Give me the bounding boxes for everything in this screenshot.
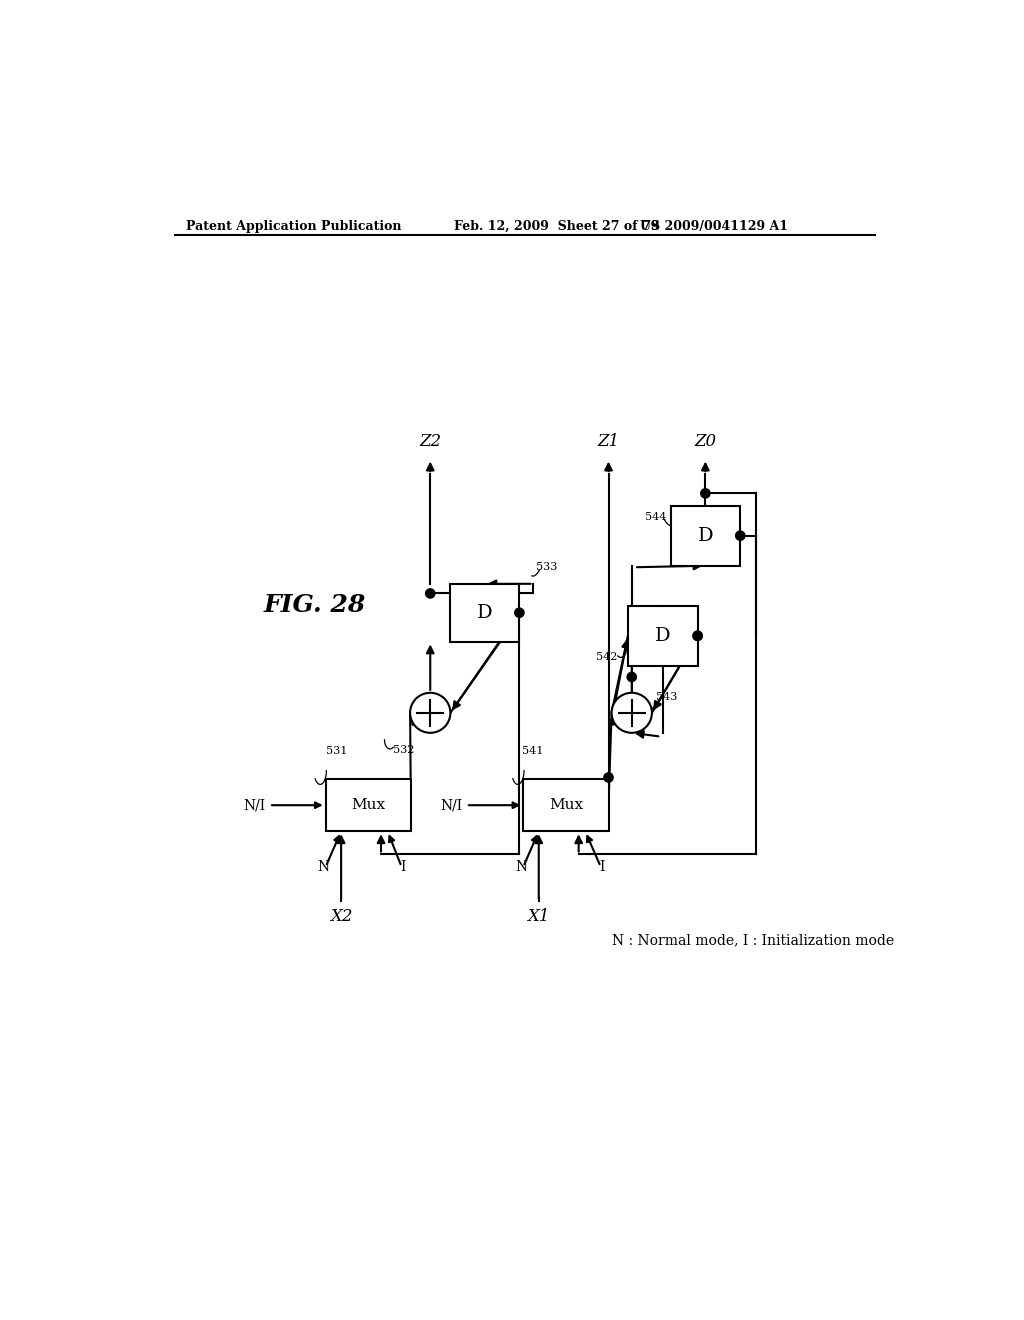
Text: 544: 544 bbox=[645, 512, 667, 523]
Bar bbox=[628, 606, 697, 665]
Text: D: D bbox=[477, 603, 493, 622]
Circle shape bbox=[693, 631, 702, 640]
Text: FIG. 28: FIG. 28 bbox=[263, 593, 366, 616]
Text: N: N bbox=[515, 859, 527, 874]
Circle shape bbox=[611, 693, 652, 733]
Bar bbox=[523, 779, 608, 832]
Text: X2: X2 bbox=[330, 908, 352, 925]
Text: 541: 541 bbox=[521, 746, 543, 756]
Text: N: N bbox=[317, 859, 330, 874]
Text: Mux: Mux bbox=[351, 799, 385, 812]
Text: 542: 542 bbox=[596, 652, 617, 661]
Text: D: D bbox=[697, 527, 713, 545]
Text: Z1: Z1 bbox=[597, 433, 620, 450]
Circle shape bbox=[700, 488, 710, 498]
Text: 543: 543 bbox=[655, 693, 677, 702]
Text: I: I bbox=[600, 859, 605, 874]
Text: X1: X1 bbox=[527, 908, 550, 925]
Circle shape bbox=[410, 693, 451, 733]
Text: Patent Application Publication: Patent Application Publication bbox=[186, 219, 401, 232]
Text: I: I bbox=[400, 859, 406, 874]
Circle shape bbox=[426, 589, 435, 598]
Text: 533: 533 bbox=[536, 562, 557, 572]
Bar bbox=[671, 506, 740, 566]
Circle shape bbox=[604, 774, 613, 781]
Bar bbox=[450, 583, 519, 642]
Text: Feb. 12, 2009  Sheet 27 of 79: Feb. 12, 2009 Sheet 27 of 79 bbox=[454, 219, 658, 232]
Circle shape bbox=[515, 609, 524, 618]
Text: 532: 532 bbox=[393, 744, 415, 755]
Bar bbox=[326, 779, 411, 832]
Text: Z0: Z0 bbox=[694, 433, 717, 450]
Circle shape bbox=[627, 672, 636, 681]
Text: Z2: Z2 bbox=[419, 433, 441, 450]
Circle shape bbox=[735, 531, 744, 540]
Text: N : Normal mode, I : Initialization mode: N : Normal mode, I : Initialization mode bbox=[612, 933, 895, 946]
Text: US 2009/0041129 A1: US 2009/0041129 A1 bbox=[640, 219, 787, 232]
Text: 531: 531 bbox=[326, 746, 347, 756]
Text: N/I: N/I bbox=[440, 799, 463, 812]
Circle shape bbox=[693, 631, 702, 640]
Text: Mux: Mux bbox=[549, 799, 583, 812]
Text: N/I: N/I bbox=[244, 799, 266, 812]
Text: D: D bbox=[655, 627, 671, 644]
